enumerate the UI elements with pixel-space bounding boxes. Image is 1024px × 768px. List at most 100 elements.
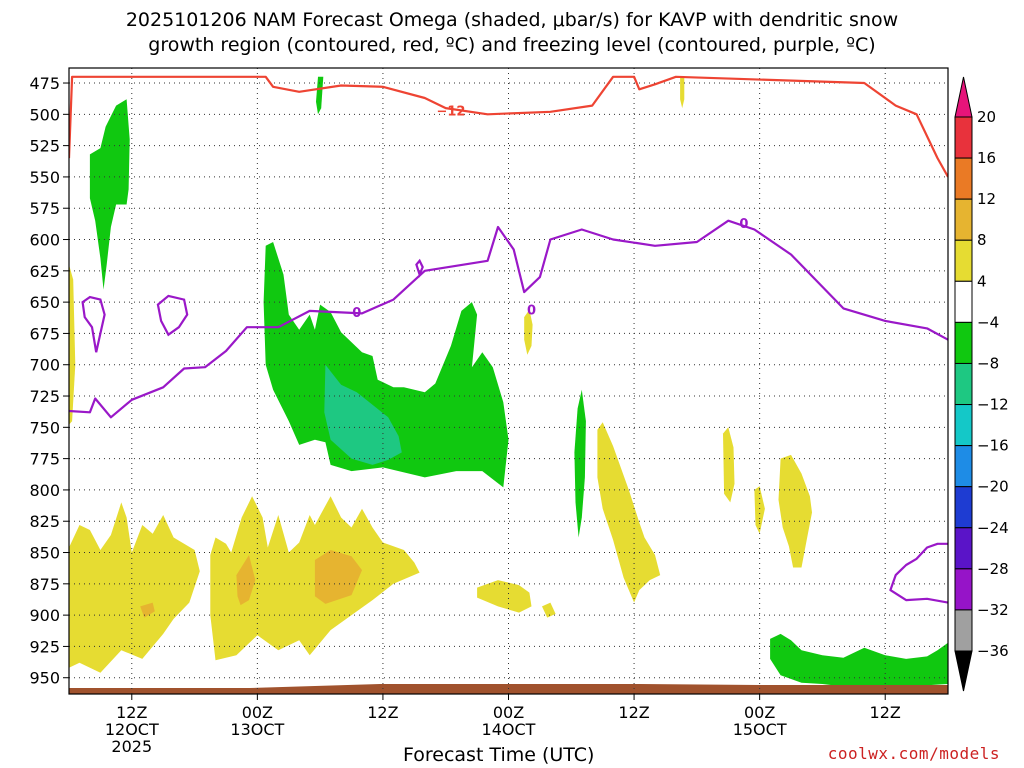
time-tick-label: 12OCT [105,720,159,739]
omega-region-orange-center-2 [314,550,362,604]
omega-region-orange-center-1 [236,555,256,606]
omega-region-green-lower-right [770,633,948,691]
dgz-contour-line [69,75,948,178]
chart-title-line-2: growth region (contoured, red, ºC) and f… [148,34,876,56]
colorbar-label: −4 [977,313,999,331]
omega-region-yellow-mid-2 [542,602,556,618]
pressure-tick-label: 750 [29,418,60,437]
time-tick-label: 12Z [618,703,649,722]
colorbar-label: 12 [977,190,996,208]
colorbar-segment [954,239,973,282]
colorbar-segment [954,116,973,159]
pressure-tick-label: 625 [29,262,60,281]
freezing-contour-label-1: 0 [352,306,361,321]
pressure-tick-label: 950 [29,669,60,688]
x-axis-title: Forecast Time (UTC) [403,744,595,766]
colorbar-segment [954,157,973,200]
freezing-level-loop-1 [81,295,106,353]
colorbar-segment [954,527,973,570]
colorbar-label: −16 [977,437,1009,455]
colorbar-label: 8 [977,231,987,249]
time-tick-label: 12Z [116,703,147,722]
omega-region-yellow-upper-left [69,264,76,425]
pressure-tick-label: 550 [29,168,60,187]
colorbar-segment [954,445,973,488]
pressure-tick-label: 925 [29,637,60,656]
omega-region-yellow-right-2 [723,427,735,503]
site-credit: coolwx.com/models [827,744,1000,763]
omega-region-yellow-right-4 [778,454,812,568]
colorbar-label: 4 [977,272,987,290]
time-tick-label: 2025 [111,737,152,756]
pressure-tick-label: 875 [29,575,60,594]
time-tick-label: 12Z [870,703,901,722]
time-tick-label: 00Z [493,703,524,722]
time-tick-label: 15OCT [733,720,787,739]
omega-region-yellow-right-3 [754,486,765,534]
colorbar-label: 16 [977,149,996,167]
omega-region-yellow-top-right [680,76,685,109]
freezing-level-contour [69,219,948,419]
omega-region-teal-core [324,364,402,465]
pressure-tick-label: 525 [29,137,60,156]
colorbar-segment [954,362,973,406]
omega-region-green-spike [574,389,586,538]
pressure-tick-label: 825 [29,512,60,531]
colorbar-segment [954,609,973,652]
pressure-tick-label: 725 [29,387,60,406]
pressure-tick-label: 900 [29,606,60,625]
freezing-contour-label-2: 0 [527,304,536,319]
chart-title-line-1: 2025101206 NAM Forecast Omega (shaded, μ… [125,9,899,31]
colorbar-label: −32 [977,601,1009,619]
pressure-tick-label: 475 [29,74,60,93]
pressure-tick-label: 650 [29,293,60,312]
time-tick-label: 00Z [242,703,273,722]
freezing-level-loop-2 [156,294,189,337]
colorbar-top-arrow [954,76,973,118]
colorbar-segment [954,568,973,611]
time-tick-label: 00Z [744,703,775,722]
colorbar-segment [954,321,973,364]
omega-region-yellow-left [69,502,200,673]
colorbar-label: −36 [977,642,1009,660]
colorbar-segment [954,486,973,529]
freezing-level-lower-right [889,542,948,604]
pressure-tick-label: 850 [29,544,60,563]
colorbar-label: −8 [977,354,999,372]
colorbar-label: −20 [977,478,1009,496]
pressure-tick-label: 500 [29,105,60,124]
freezing-contour-label-3: 0 [739,217,748,232]
omega-region-yellow-spike [524,309,533,355]
colorbar-label: −28 [977,560,1009,578]
omega-colorbar: 20 16 12 8 4 −4 −8 −12 −16 −20 −24 −28 −32 −36 [954,76,1009,692]
omega-region-green-upper-left [89,99,130,290]
omega-shading [69,76,948,691]
pressure-tick-label: 675 [29,324,60,343]
colorbar-segment [954,404,973,447]
colorbar-label: −12 [977,396,1009,414]
pressure-axis: 475 500 525 550 575 600 625 650 675 700 725 750 775 8… [29,74,69,688]
omega-region-orange-left [140,602,155,618]
time-tick-label: 13OCT [230,720,284,739]
colorbar-bottom-arrow [954,650,973,692]
contour-lines: −12 0 0 0 [69,75,948,604]
time-tick-label: 14OCT [482,720,536,739]
colorbar-segment [954,198,973,241]
freezing-level-loop-3 [415,258,424,278]
time-tick-label: 12Z [367,703,398,722]
colorbar-segment [954,280,973,323]
pressure-tick-label: 775 [29,450,60,469]
pressure-tick-label: 600 [29,231,60,250]
pressure-tick-label: 575 [29,199,60,218]
pressure-tick-label: 700 [29,356,60,375]
colorbar-label: 20 [977,108,996,126]
dgz-contour-label: −12 [436,105,465,120]
pressure-tick-label: 800 [29,481,60,500]
omega-region-green-main [263,242,509,488]
colorbar-label: −24 [977,519,1009,537]
omega-region-yellow-mid-1 [477,580,532,613]
omega-region-yellow-right-1 [597,422,661,603]
omega-region-green-top-center [316,76,324,115]
